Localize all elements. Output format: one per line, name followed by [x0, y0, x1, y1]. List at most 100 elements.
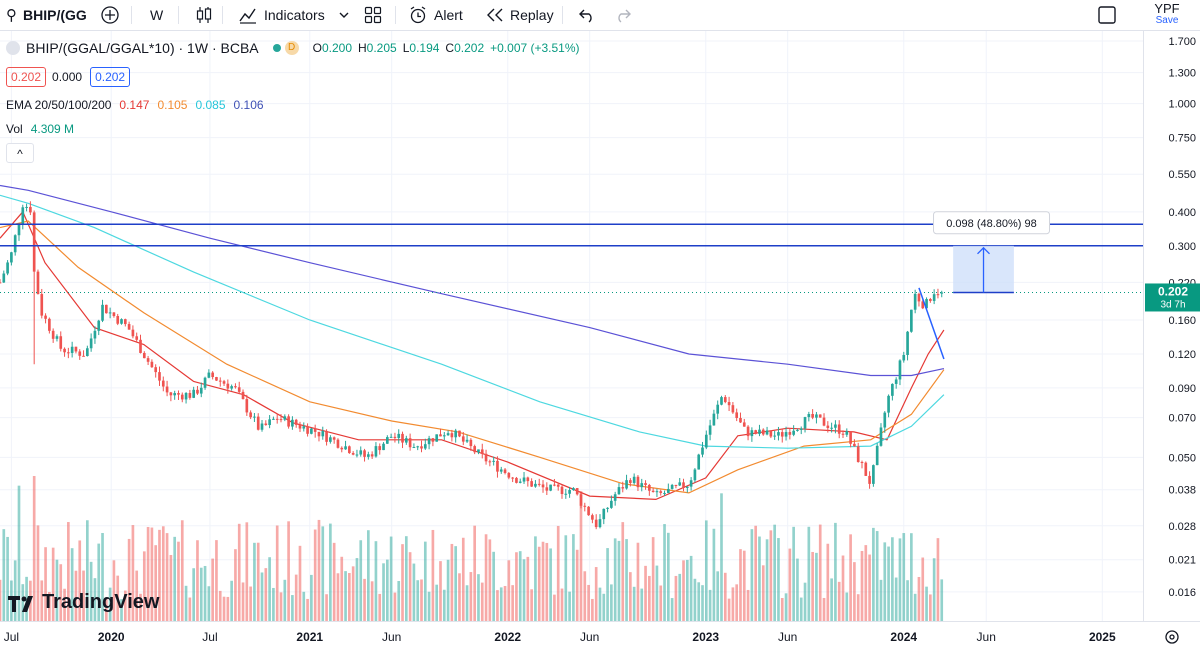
- ema-label: EMA 20/50/100/200: [6, 98, 112, 112]
- volume-bar: [302, 591, 306, 621]
- candle-body: [739, 417, 742, 423]
- volume-bar: [807, 526, 811, 621]
- time-axis[interactable]: Jul 2020 Jul 2021 Jun 2022 Jun 2023 Jun 2024 Jun 20…: [0, 621, 1200, 652]
- candle-body: [898, 360, 902, 380]
- undo-button[interactable]: [578, 0, 596, 30]
- tradingview-logo-icon: [8, 595, 33, 612]
- candle-body: [412, 447, 416, 449]
- volume-bar: [203, 565, 207, 621]
- layout-button[interactable]: [364, 0, 382, 30]
- candle-body: [780, 432, 784, 437]
- volume-bars: [0, 476, 944, 621]
- market-status-dot: [272, 44, 281, 52]
- price-axis[interactable]: 1.700 1.300 1.000 0.750 0.550 0.400 0.300 0.220…: [1143, 31, 1200, 621]
- volume-legend[interactable]: Vol 4.309 M: [6, 122, 74, 136]
- volume-bar: [306, 598, 309, 621]
- volume-bar: [150, 527, 154, 621]
- candle-body: [826, 425, 830, 429]
- candle-body: [473, 446, 476, 453]
- volume-bar: [492, 551, 495, 621]
- volume-bar: [158, 529, 161, 621]
- indicators-dropdown[interactable]: [338, 0, 350, 30]
- volume-bar: [234, 549, 237, 621]
- volume-bar: [655, 565, 659, 621]
- candle-body: [2, 273, 6, 283]
- save-layout-button[interactable]: YPF Save: [1138, 0, 1196, 30]
- volume-bar: [826, 543, 830, 621]
- volume-bar: [606, 548, 609, 621]
- candle-body: [568, 490, 571, 494]
- interval-button[interactable]: W: [150, 0, 163, 30]
- volume-value: 4.309 M: [30, 122, 75, 136]
- volume-bar: [78, 540, 82, 621]
- candle-body: [784, 432, 788, 437]
- volume-bar: [735, 584, 739, 621]
- time-tick-label: Jul: [202, 630, 217, 644]
- symbol-search-button[interactable]: ⚲ BHIP/(GG: [6, 0, 87, 30]
- toolbar-divider: [131, 6, 132, 24]
- chart-type-button[interactable]: [195, 0, 213, 30]
- alert-button[interactable]: Alert: [408, 0, 463, 30]
- candle-body: [530, 481, 533, 487]
- volume-bar: [887, 546, 890, 621]
- candle-body: [499, 469, 503, 472]
- volume-bar: [412, 563, 416, 621]
- candle-body: [906, 331, 909, 355]
- candle-body: [446, 433, 450, 436]
- volume-bar: [256, 542, 260, 621]
- volume-bar: [294, 574, 298, 621]
- candle-body: [363, 450, 366, 457]
- volume-bar: [112, 560, 116, 621]
- candle-body: [74, 346, 78, 352]
- time-tick-label: 2020: [98, 630, 125, 644]
- symbol-legend[interactable]: BHIP/(GGAL/GGAL*10) · 1W · BCBA D O0.200…: [6, 40, 580, 56]
- volume-bar: [420, 579, 423, 621]
- redo-button[interactable]: [614, 0, 632, 30]
- replay-button[interactable]: Replay: [486, 0, 554, 30]
- candle-body: [902, 354, 906, 361]
- candle-body: [811, 414, 814, 418]
- legend-collapse-button[interactable]: ^: [6, 143, 34, 163]
- time-tick-label: 2022: [494, 630, 521, 644]
- volume-bar: [526, 556, 530, 621]
- volume-bar: [818, 524, 822, 621]
- volume-bar: [610, 584, 613, 621]
- candle-body: [807, 414, 811, 418]
- candle-body: [818, 414, 822, 418]
- volume-bar: [131, 525, 135, 621]
- price-chart[interactable]: 0.098 (48.80%) 98: [0, 31, 1143, 621]
- volume-bar: [2, 529, 6, 621]
- volume-bar: [477, 574, 480, 621]
- time-axis-labels: Jul 2020 Jul 2021 Jun 2022 Jun 2023 Jun 2024 Jun 20…: [4, 630, 1179, 644]
- volume-bar: [891, 537, 894, 621]
- volume-bar: [279, 592, 283, 621]
- volume-bar: [811, 551, 814, 621]
- indicators-button[interactable]: Indicators: [238, 0, 325, 30]
- price-tick-label: 0.400: [1168, 207, 1196, 219]
- candle-body: [359, 450, 363, 455]
- candle-body: [161, 380, 165, 387]
- alarm-clock-icon: [410, 6, 426, 24]
- candle-body: [697, 454, 701, 470]
- candle-body: [408, 438, 412, 448]
- ask-price-box[interactable]: 0.202: [90, 67, 131, 87]
- volume-bar: [340, 556, 344, 621]
- bid-price-box[interactable]: 0.202: [6, 67, 47, 87]
- low-label: L: [402, 41, 410, 55]
- volume-bar: [226, 596, 230, 621]
- candle-body: [678, 482, 682, 486]
- gear-icon[interactable]: [1165, 630, 1179, 644]
- replay-label: Replay: [510, 7, 554, 23]
- volume-bar: [636, 542, 640, 621]
- candle-body: [230, 386, 233, 389]
- chart-pane[interactable]: 0.098 (48.80%) 98: [0, 31, 1143, 621]
- toolbar-divider: [222, 6, 223, 24]
- candle-body: [610, 500, 613, 508]
- fullscreen-button[interactable]: [1097, 0, 1117, 30]
- candle-body: [450, 433, 454, 438]
- compare-add-button[interactable]: [100, 0, 120, 30]
- volume-bar: [556, 525, 560, 621]
- ema-legend[interactable]: EMA 20/50/100/200 0.147 0.105 0.085 0.10…: [6, 98, 264, 112]
- candle-body: [142, 352, 146, 359]
- volume-bar: [708, 589, 712, 621]
